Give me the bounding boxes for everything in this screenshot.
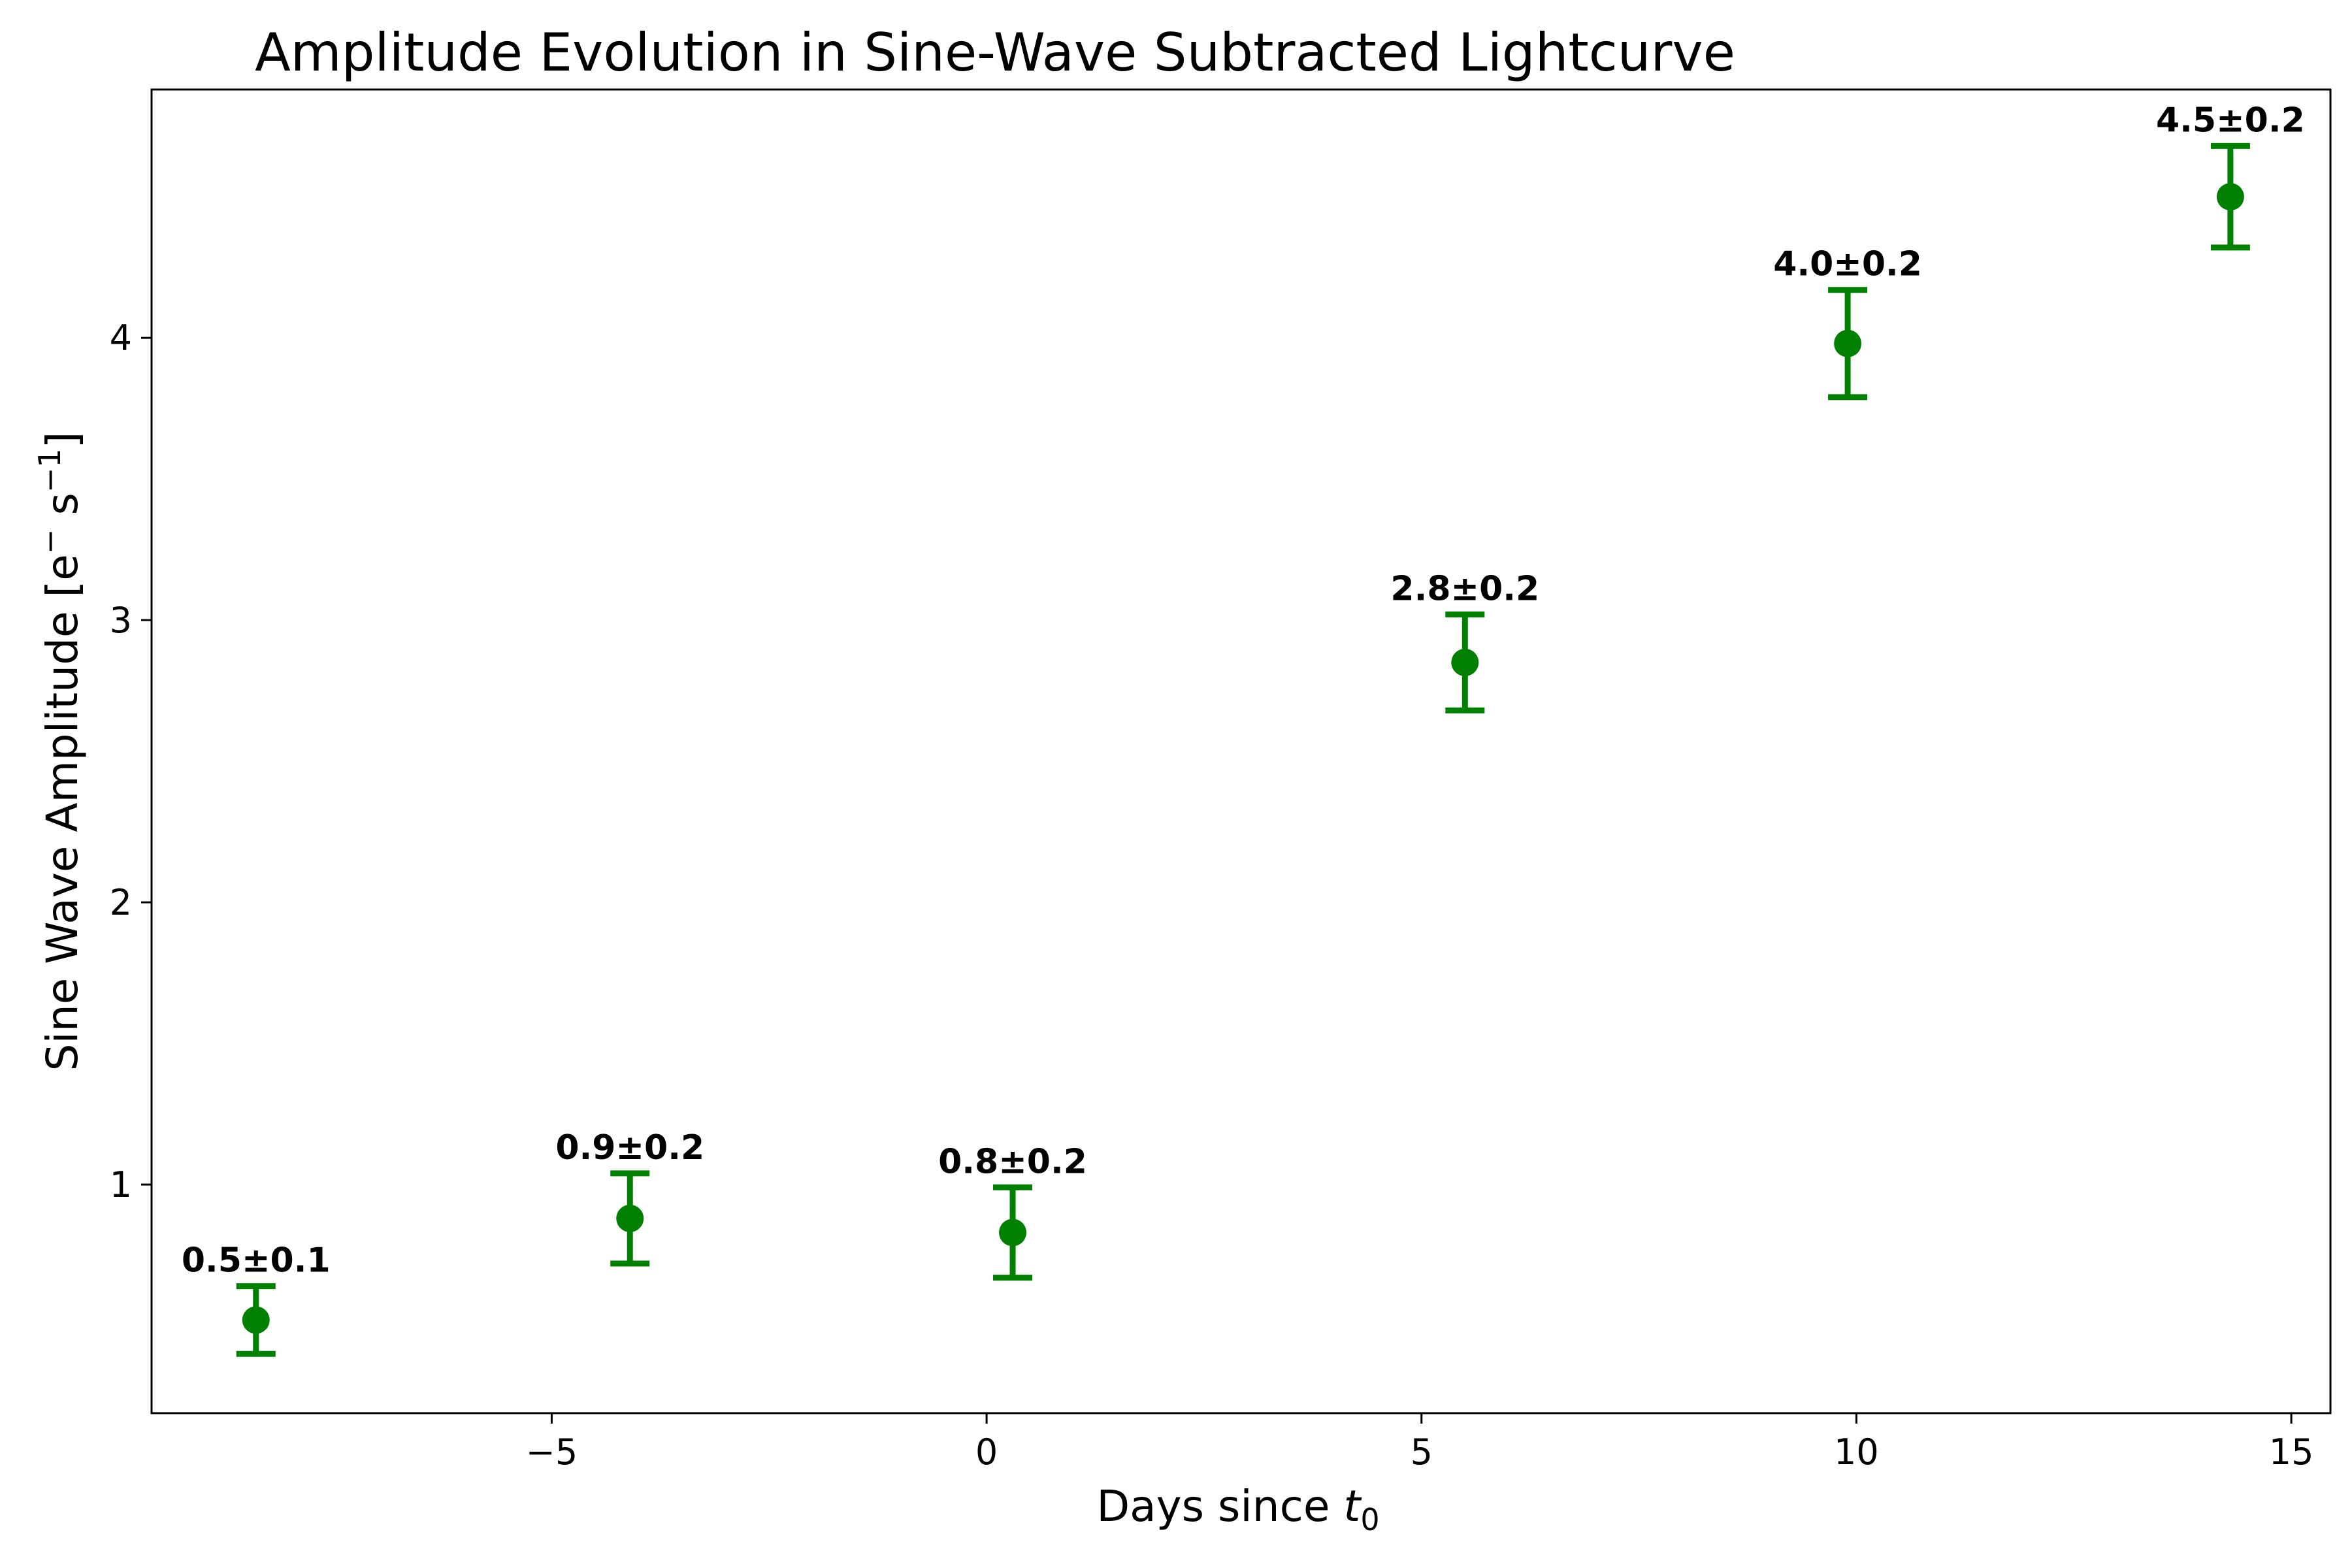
data-point <box>242 1306 270 1334</box>
y-axis-label: Sine Wave Amplitude [e− s−1] <box>32 432 88 1071</box>
x-tick-label: 10 <box>1834 1431 1879 1473</box>
data-label: 4.0±0.2 <box>1773 245 1922 284</box>
data-point <box>2216 183 2244 211</box>
x-tick-label: 5 <box>1411 1431 1433 1473</box>
y-tick-label: 3 <box>110 600 132 641</box>
data-point <box>616 1204 644 1232</box>
data-label: 2.8±0.2 <box>1390 569 1539 608</box>
plot-area: 0.5±0.1 0.9±0.2 0.8±0.2 2.8±0.2 4.0±0.2 4.5±0… <box>182 101 2305 1357</box>
data-label: 0.8±0.2 <box>938 1142 1087 1181</box>
y-tick-label: 2 <box>110 882 132 923</box>
data-point <box>1451 648 1479 676</box>
chart-title: Amplitude Evolution in Sine-Wave Subtrac… <box>255 22 1735 83</box>
data-label: 0.5±0.1 <box>182 1241 331 1281</box>
x-axis-label: Days since t0 <box>1096 1481 1379 1537</box>
x-tick-label: −5 <box>526 1431 578 1473</box>
y-tick-label: 1 <box>110 1164 132 1205</box>
y-tick-label: 4 <box>110 318 132 359</box>
data-label: 0.9±0.2 <box>555 1128 704 1168</box>
plot-frame <box>150 88 2332 1414</box>
data-point <box>1834 329 1862 357</box>
data-label: 4.5±0.2 <box>2156 101 2305 140</box>
data-point <box>999 1218 1027 1247</box>
x-tick-label: 0 <box>975 1431 998 1473</box>
x-tick-label: 15 <box>2269 1431 2314 1473</box>
